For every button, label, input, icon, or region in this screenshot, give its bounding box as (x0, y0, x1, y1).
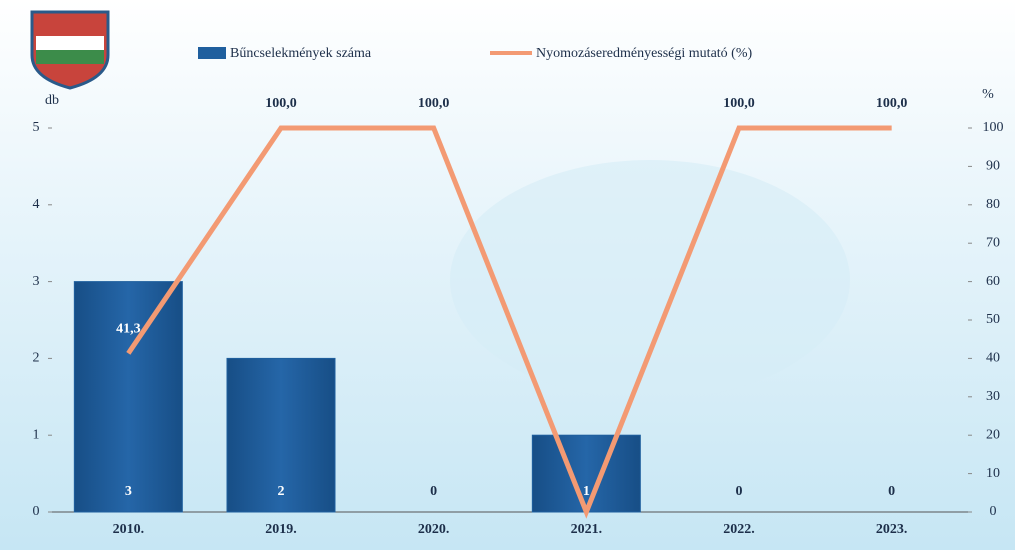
y2-tick-label: 40 (986, 351, 1000, 366)
y2-tick-label: 0 (990, 504, 997, 519)
y2-tick-label: 80 (986, 197, 1000, 212)
x-tick-label: 2022. (723, 522, 755, 537)
y2-tick-label: 60 (986, 274, 1000, 289)
x-tick-label: 2021. (571, 522, 603, 537)
bar-value-label: 0 (888, 484, 895, 499)
legend-label: Nyomozáseredményességi mutató (%) (536, 46, 752, 61)
bar-value-label: 1 (583, 484, 590, 499)
y2-tick-label: 50 (986, 312, 1000, 327)
background-building (450, 160, 850, 400)
y-tick-label: 5 (33, 120, 40, 135)
logo (30, 10, 110, 90)
line-value-label: 100,0 (418, 96, 450, 111)
x-tick-label: 2010. (113, 522, 145, 537)
y2-tick-label: 20 (986, 427, 1000, 442)
y-axis-label: db (45, 93, 59, 108)
line-value-label: 100,0 (876, 96, 908, 111)
bar-value-label: 0 (736, 484, 743, 499)
y2-tick-label: 70 (986, 235, 1000, 250)
x-tick-label: 2020. (418, 522, 450, 537)
y-tick-label: 2 (33, 351, 40, 366)
y2-tick-label: 10 (986, 466, 1000, 481)
bar-value-label: 0 (430, 484, 437, 499)
y-tick-label: 1 (33, 427, 40, 442)
x-tick-label: 2019. (265, 522, 297, 537)
bar-value-label: 3 (125, 484, 132, 499)
y2-tick-label: 30 (986, 389, 1000, 404)
line-value-label: 41,3 (116, 322, 141, 337)
x-tick-label: 2023. (876, 522, 908, 537)
legend-label: Bűncselekmények száma (230, 46, 372, 61)
y-tick-label: 3 (33, 274, 40, 289)
legend: Bűncselekmények száma Nyomozáseredményess… (198, 46, 752, 61)
y2-tick-label: 100 (983, 120, 1004, 135)
y2-tick-label: 90 (986, 159, 1000, 174)
y-tick-label: 4 (33, 197, 40, 212)
y2-axis-label: % (982, 87, 994, 102)
bar (73, 281, 183, 513)
line (126, 125, 892, 519)
bar-value-label: 2 (278, 484, 285, 499)
bar (531, 434, 641, 513)
line-value-label: 100,0 (265, 96, 297, 111)
bar (226, 357, 336, 513)
legend-swatch (198, 47, 226, 59)
line-value-label: 100,0 (723, 96, 755, 111)
y-tick-label: 0 (33, 504, 40, 519)
